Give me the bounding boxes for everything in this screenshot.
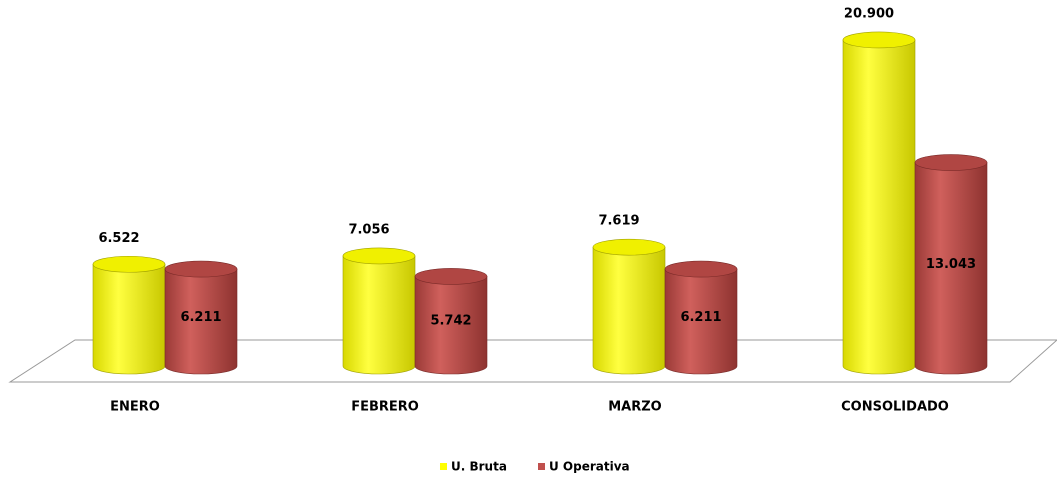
data-label: 7.619 xyxy=(598,214,639,229)
bar-top xyxy=(664,260,738,278)
data-label: 6.522 xyxy=(98,231,139,246)
data-label: 20.900 xyxy=(844,6,894,21)
bar xyxy=(914,162,988,375)
x-tick-label: FEBRERO xyxy=(351,400,419,415)
data-label: 5.742 xyxy=(430,314,471,329)
bar xyxy=(164,268,238,375)
legend-label: U Operativa xyxy=(549,460,630,474)
x-tick-label: CONSOLIDADO xyxy=(841,400,949,415)
data-label: 6.211 xyxy=(680,310,721,325)
data-label: 13.043 xyxy=(926,257,976,272)
x-tick-label: ENERO xyxy=(110,400,160,415)
bar xyxy=(842,39,916,375)
bar-top xyxy=(592,238,666,256)
bar-top xyxy=(92,255,166,273)
bar-top xyxy=(164,260,238,278)
bar xyxy=(592,246,666,375)
bar-top xyxy=(842,31,916,49)
legend-label: U. Bruta xyxy=(451,460,507,474)
bar xyxy=(414,276,488,375)
bar-top xyxy=(414,268,488,285)
bar-top xyxy=(914,154,988,171)
floor xyxy=(8,339,1057,383)
bar xyxy=(342,255,416,375)
data-label: 6.211 xyxy=(180,310,221,325)
legend-swatch xyxy=(440,463,447,470)
bar xyxy=(664,268,738,375)
bar xyxy=(92,263,166,375)
bar-top xyxy=(342,247,416,265)
x-tick-label: MARZO xyxy=(608,400,662,415)
data-label: 7.056 xyxy=(348,222,389,237)
legend-swatch xyxy=(538,463,545,470)
